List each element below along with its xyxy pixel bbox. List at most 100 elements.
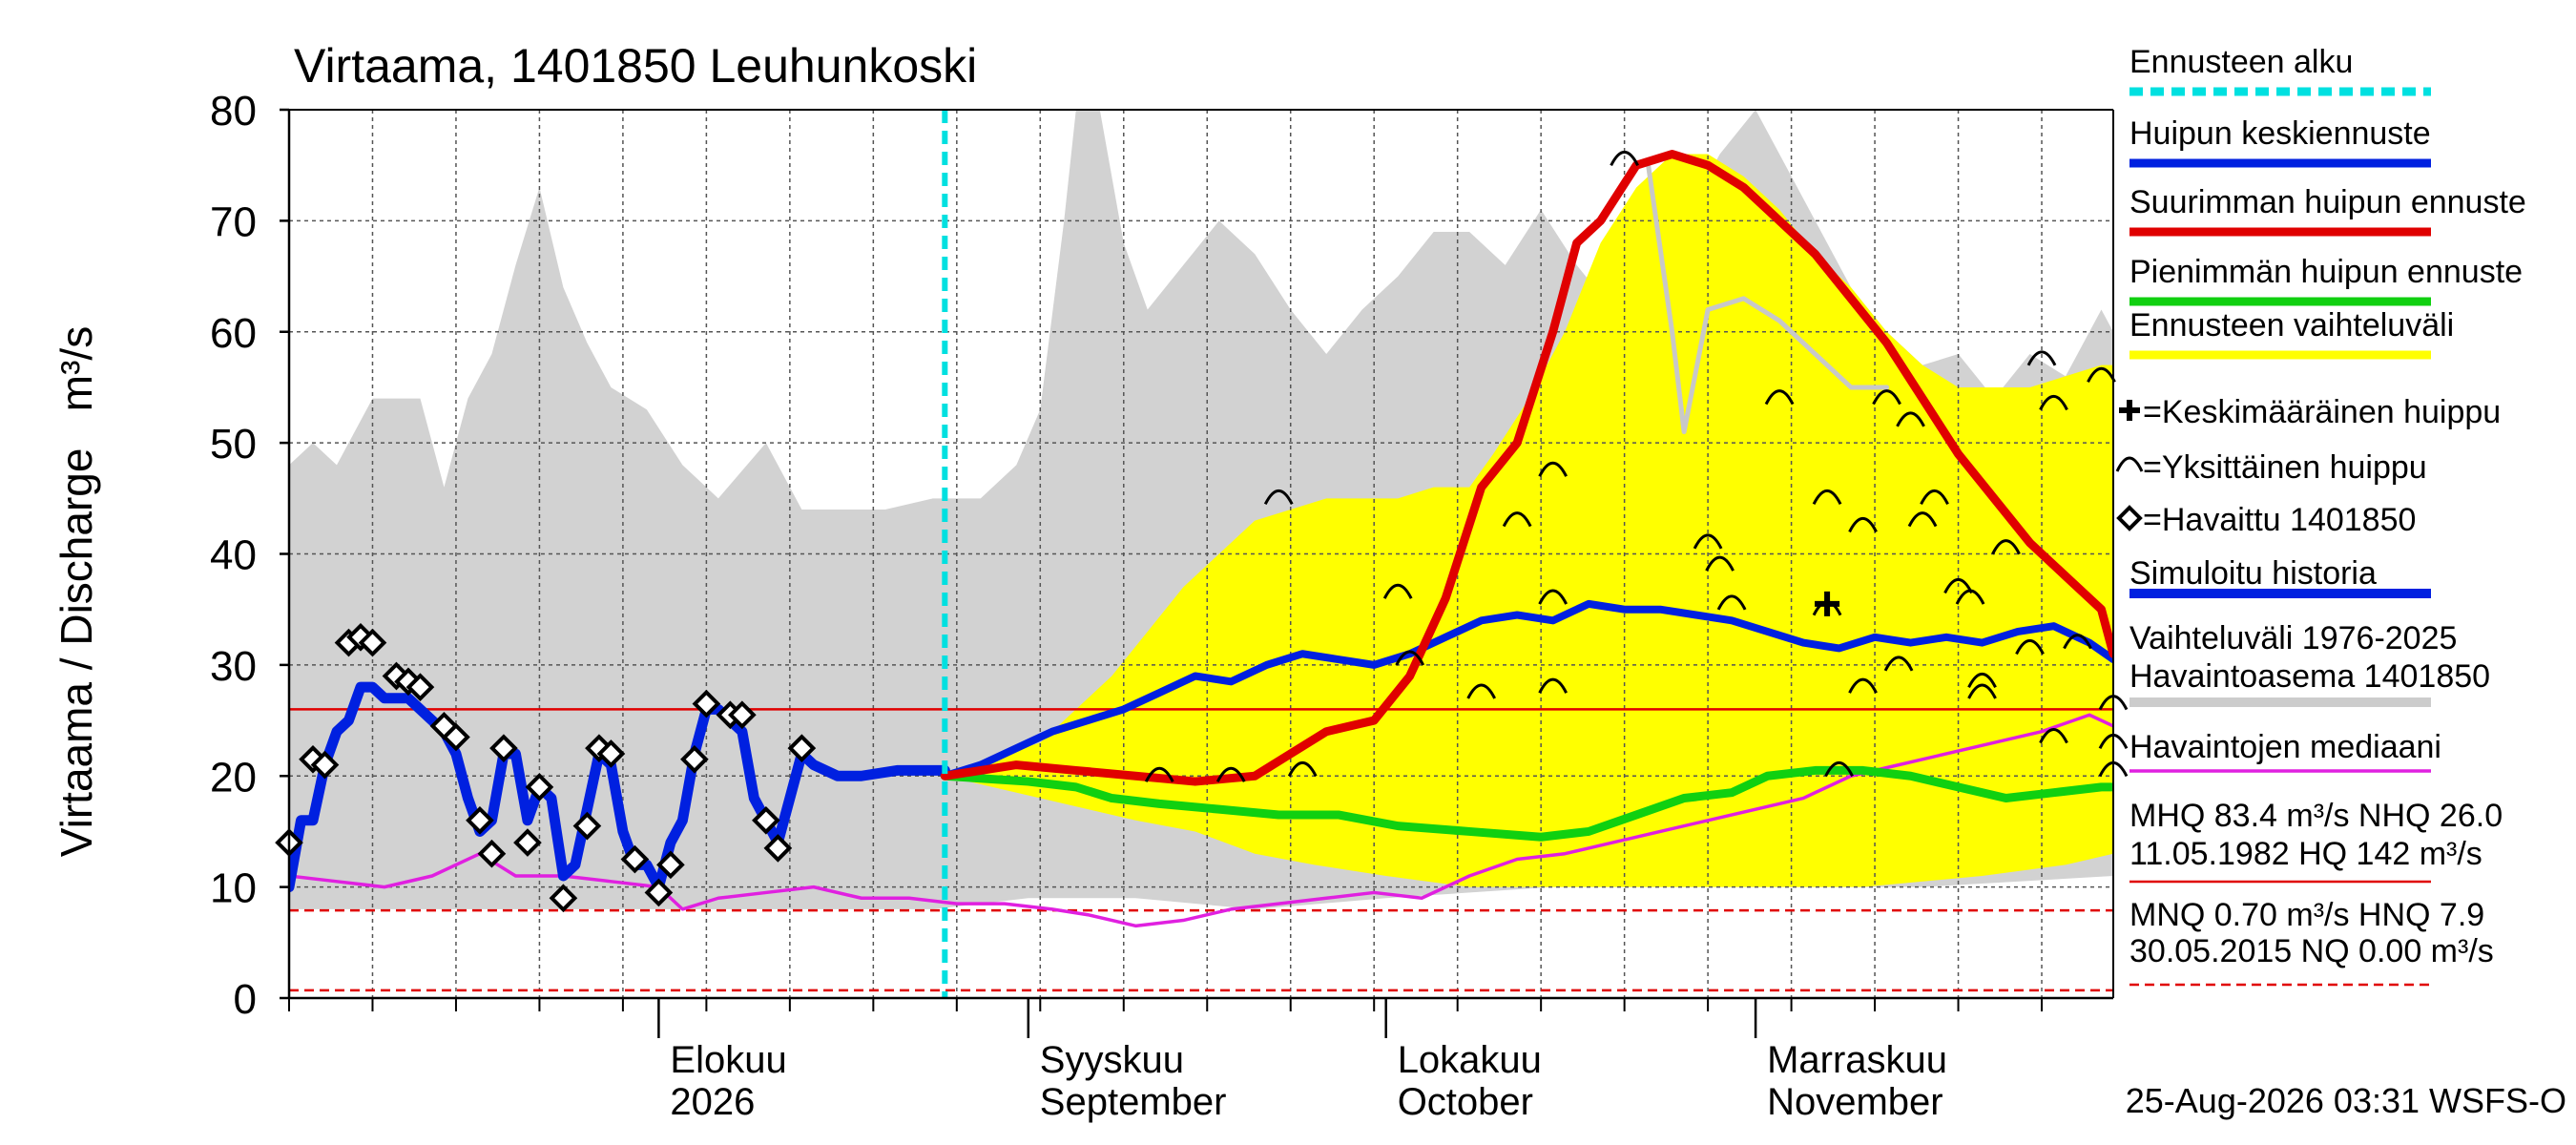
single-peak-marker — [2015, 638, 2045, 656]
observed-point — [405, 673, 435, 701]
single-peak-marker — [1502, 511, 1532, 528]
month-label-fi: Marraskuu — [1767, 1039, 1947, 1081]
stats-panel: MHQ 83.4 m³/s NHQ 26.011.05.1982 HQ 142 … — [2129, 798, 2503, 987]
observed-point — [763, 834, 793, 863]
observed-point — [477, 839, 507, 868]
single-peak-marker — [2039, 728, 2068, 744]
month-label-fi: Lokakuu — [1398, 1039, 1542, 1081]
month-label-en: September — [1040, 1081, 1227, 1123]
single-peak-marker — [1716, 594, 1747, 611]
mean-peak-marker — [1815, 591, 1840, 616]
legend-label: =Yksittäinen huippu — [2143, 449, 2427, 486]
observed-point — [680, 744, 709, 774]
single-peak-marker — [1538, 589, 1568, 605]
legend-label: Pienimmän huipun ennuste — [2129, 254, 2523, 290]
single-peak-marker — [1538, 677, 1568, 694]
series-line-havaintojen-mediaani — [289, 713, 2113, 928]
observed-point — [656, 850, 685, 880]
legend: Ennusteen alku Huipun keskiennuste Suurimm… — [2115, 44, 2526, 773]
single-peak-marker — [2026, 350, 2057, 366]
y-tick-label: 20 — [210, 754, 257, 801]
y-tick-label: 0 — [234, 976, 257, 1023]
observed-point — [644, 878, 674, 907]
legend-label: Suurimman huipun ennuste — [2129, 184, 2526, 220]
single-peak-marker — [1538, 461, 1568, 477]
observed-point — [489, 734, 518, 762]
observed-point — [752, 805, 780, 835]
legend-diamond-symbol — [2116, 505, 2143, 531]
stats-line: MHQ 83.4 m³/s NHQ 26.0 — [2129, 798, 2503, 834]
single-peak-marker — [1943, 577, 1973, 594]
observed-point — [513, 828, 542, 857]
single-peak-marker — [1955, 589, 1985, 605]
legend-label: Simuloitu historia — [2129, 555, 2377, 592]
single-peak-marker — [2063, 634, 2092, 650]
series-line-huipun-keskiennuste — [941, 599, 2113, 781]
observed-point — [310, 750, 340, 780]
single-peak-marker — [1967, 683, 1997, 699]
single-peak-marker — [1848, 677, 1878, 694]
legend-label: Havaintoasema 1401850 — [2129, 658, 2490, 695]
observed-point — [358, 628, 387, 657]
single-peak-marker — [1991, 539, 2021, 555]
single-peak-marker — [1907, 511, 1938, 528]
single-peak-marker — [1872, 389, 1901, 406]
observed-point — [692, 689, 721, 718]
month-label-en: November — [1767, 1081, 1943, 1123]
forecast-range-band — [945, 154, 2113, 887]
legend-label: Huipun keskiennuste — [2129, 115, 2431, 152]
legend-label: =Havaittu 1401850 — [2143, 502, 2416, 538]
chart-title: Virtaama, 1401850 Leuhunkoski — [294, 39, 977, 93]
y-tick-label: 80 — [210, 88, 257, 135]
month-label-fi: Syyskuu — [1040, 1039, 1184, 1081]
y-tick-label: 10 — [210, 865, 257, 912]
plot-area — [275, 109, 2129, 999]
single-peak-marker — [1824, 760, 1854, 778]
month-label-fi: Elokuu — [670, 1039, 786, 1081]
legend-label: Vaihteluväli 1976-2025 — [2129, 620, 2457, 656]
y-tick-label: 40 — [210, 532, 257, 579]
stats-line: 11.05.1982 HQ 142 m³/s — [2129, 836, 2483, 872]
observed-point — [620, 844, 650, 874]
month-label-en: October — [1398, 1081, 1533, 1123]
observed-point — [442, 722, 470, 752]
single-peak-marker — [1610, 150, 1639, 167]
observed-point — [549, 884, 578, 913]
y-tick-label: 70 — [210, 198, 257, 245]
single-peak-marker — [1215, 766, 1246, 782]
observed-point — [787, 734, 817, 762]
y-tick-label: 30 — [210, 643, 257, 690]
single-peak-marker — [1693, 533, 1723, 550]
series-line-ennusteen-harmaa-simulaatio — [1646, 162, 1890, 434]
single-peak-marker — [1920, 489, 1949, 506]
single-peak-marker — [1705, 555, 1735, 572]
observed-point — [525, 773, 554, 802]
single-peak-marker — [1896, 411, 1925, 427]
observed-point — [572, 811, 602, 841]
single-peak-marker — [1395, 650, 1425, 666]
month-label-en: 2026 — [670, 1081, 755, 1123]
single-peak-marker — [1263, 489, 1294, 506]
single-peak-marker — [2039, 394, 2068, 411]
single-peak-marker — [1287, 760, 1318, 778]
legend-label: Ennusteen vaihteluväli — [2129, 307, 2454, 344]
observed-point — [466, 805, 494, 835]
y-tick-label: 50 — [210, 421, 257, 468]
single-peak-marker — [1848, 516, 1878, 533]
single-peak-marker — [1144, 766, 1174, 782]
legend-label: Havaintojen mediaani — [2129, 729, 2441, 765]
y-axis-label: Virtaama / Discharge m³/s — [52, 326, 101, 857]
single-peak-marker — [1883, 656, 1914, 672]
footer-timestamp: 25-Aug-2026 03:31 WSFS-O — [2126, 1081, 2566, 1120]
y-tick-label: 60 — [210, 310, 257, 357]
legend-arc-symbol — [2115, 456, 2144, 472]
legend-plus-symbol — [2119, 400, 2140, 421]
single-peak-marker — [1967, 672, 1997, 689]
single-peak-marker — [1764, 389, 1795, 406]
observed-point — [596, 739, 626, 768]
observed-point — [728, 700, 757, 730]
single-peak-marker — [1812, 489, 1842, 506]
single-peak-marker — [1466, 683, 1497, 699]
